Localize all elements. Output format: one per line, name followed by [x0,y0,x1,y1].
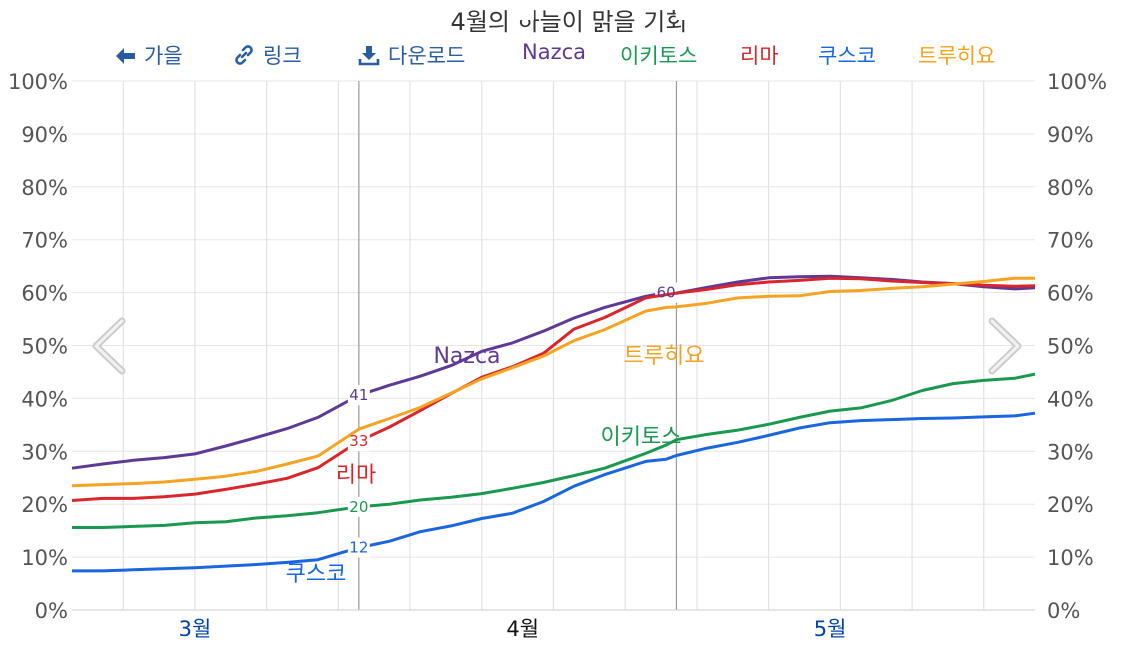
series-line-3 [358,411,1036,550]
y-tick-label-left: 80% [21,176,68,200]
legend-nazca[interactable]: Nazca [522,40,587,64]
back-button[interactable]: 가을 [114,40,183,70]
series-name-label: 트루히요 [624,344,705,369]
series-name-label: 이키토스 [601,425,682,450]
y-tick-label-right: 80% [1047,176,1094,200]
y-tick-label-left: 30% [21,440,68,464]
chevron-right-icon [988,317,1022,375]
series-line-0 [71,393,360,470]
x-tick-label: 4월 [506,617,539,641]
series-line-0 [358,291,667,397]
callout-bg [347,431,370,452]
series-line-4 [71,276,1035,488]
legend-iquitos[interactable]: 이키토스 [620,44,698,68]
series-callout-label: 60 [657,284,676,302]
legend-trujillo[interactable]: 트루히요 [918,44,996,68]
y-tick-label-right: 90% [1047,123,1094,147]
y-tick-label-left: 90% [21,123,68,147]
series-line-1 [72,505,360,529]
x-tick-label: 3월 [179,617,212,641]
series-callout-label: 33 [349,432,368,450]
chart-title: 4월의 하늘이 맑을 기회 [450,8,688,36]
y-tick-label-left: 40% [21,387,68,411]
y-tick-label-left: 10% [21,546,68,570]
link-icon [235,45,253,65]
y-tick-label-right: 40% [1047,387,1094,411]
series-callout-label: 18 [513,0,532,4]
link-button[interactable]: 링크 [233,40,302,70]
series-name-label: Nazca [433,344,500,369]
series-callout-label: 46 [513,0,532,4]
series-name-label: 쿠스코 [286,562,347,587]
link-label: 링크 [263,44,302,68]
y-tick-label-left: 20% [21,493,68,517]
series-name-label: 리마 [336,463,376,488]
y-tick-label-right: 0% [1047,599,1080,623]
toolbar: 가을 링크 다운로드 Nazca 이키토스 리마 쿠스코 트루히요 [0,40,1138,70]
callout-bg [655,282,678,303]
series-line-1 [358,372,1036,509]
download-label: 다운로드 [388,44,466,68]
y-tick-label-left: 50% [21,335,68,359]
y-tick-label-right: 30% [1047,440,1094,464]
arrow-left-icon [116,48,135,64]
y-tick-label-right: 60% [1047,282,1094,306]
y-tick-label-right: 100% [1047,70,1107,94]
callout-bg [347,496,370,517]
x-tick-label: 5월 [814,617,847,641]
y-tick-label-right: 70% [1047,229,1094,253]
callout-bg [347,537,370,558]
y-tick-label-left: 70% [21,229,68,253]
next-button[interactable] [986,315,1026,377]
y-tick-label-left: 100% [8,70,68,94]
callout-bg [347,385,370,406]
legend-lima[interactable]: 리마 [740,44,779,68]
prev-button[interactable] [88,315,128,377]
y-tick-label-left: 60% [21,282,68,306]
download-button[interactable]: 다운로드 [358,40,465,70]
y-tick-label-right: 10% [1047,546,1094,570]
chart-labels: 0% 0% 10% 10% 20% 20% 30% 30% 40% 40% 50% 50% 60% 60%… [8,0,1107,641]
y-tick-label-right: 50% [1047,335,1094,359]
series-callout-label: 50 [513,0,532,4]
y-tick-label-right: 20% [1047,493,1094,517]
series-callout-label: 23 [513,0,532,4]
chart-lines [71,0,1036,573]
legend-cusco[interactable]: 쿠스코 [818,44,876,68]
back-label: 가을 [144,44,183,68]
download-icon [358,46,380,66]
series-callout-label: 12 [349,539,368,557]
series-callout-label: 41 [349,386,368,404]
series-callout-label: 20 [349,498,368,516]
series-callout-label: 32 [677,0,696,4]
series-line-3 [72,546,360,573]
y-tick-label-left: 0% [35,599,68,623]
callout-bg [675,0,698,20]
chevron-left-icon [92,317,126,375]
series-line-2 [71,439,360,502]
callout-bg [511,0,534,20]
